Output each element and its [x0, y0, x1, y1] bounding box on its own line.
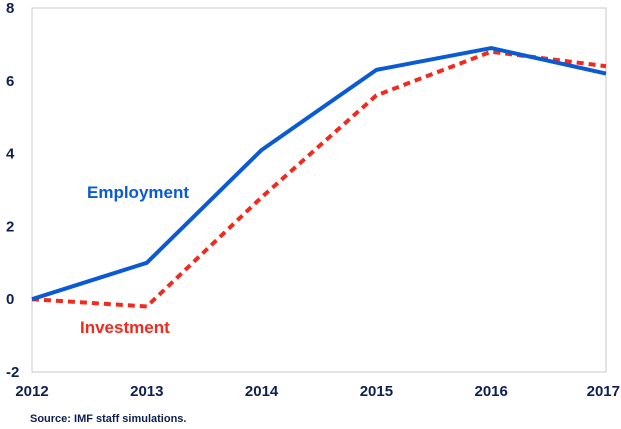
x-tick-label: 2016	[475, 383, 508, 400]
source-note: Source: IMF staff simulations.	[30, 413, 186, 425]
x-tick-label: 2013	[130, 383, 163, 400]
plot-area	[31, 7, 607, 373]
y-tick-label: 6	[6, 73, 14, 90]
x-tick-label: 2015	[360, 383, 393, 400]
series-label-investment: Investment	[80, 318, 170, 337]
y-tick-label: 4	[6, 146, 15, 163]
series-label-employment: Employment	[87, 183, 189, 202]
y-tick-label: 2	[6, 218, 14, 235]
y-tick-label: 8	[6, 0, 14, 17]
x-tick-label: 2014	[245, 383, 279, 400]
x-tick-label: 2012	[15, 383, 48, 400]
y-tick-label: 0	[6, 291, 14, 308]
y-tick-label: -2	[6, 364, 19, 381]
series-line-employment	[31, 46, 607, 302]
x-tick-label: 2017	[587, 383, 620, 400]
